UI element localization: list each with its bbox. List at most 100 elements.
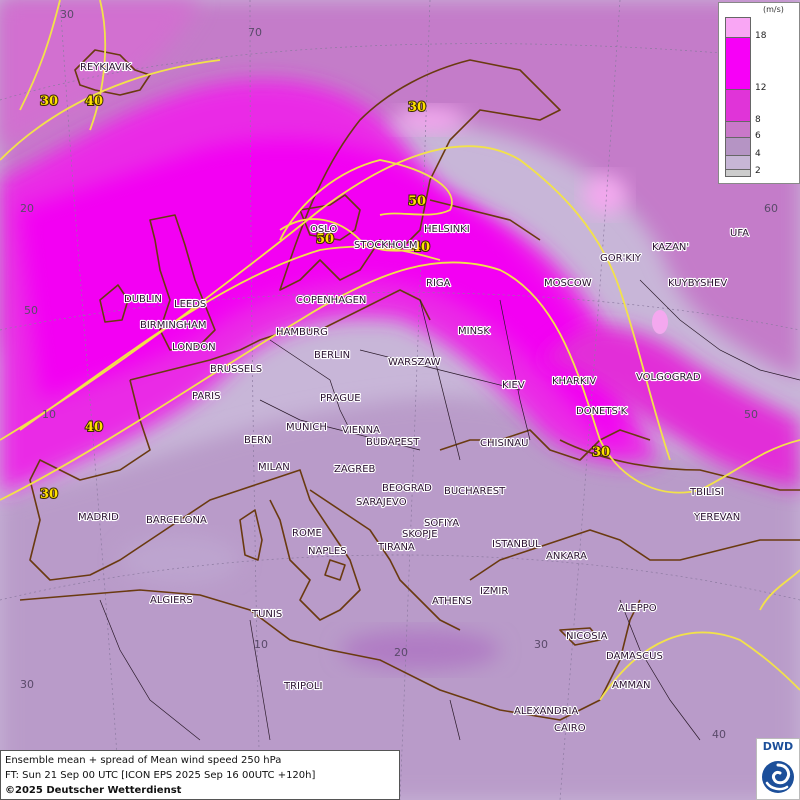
isotach-label: 50: [408, 194, 426, 209]
isotach-label: 40: [85, 94, 103, 109]
city-label: HELSINKI: [424, 224, 470, 235]
legend-tick: 8: [755, 115, 761, 125]
city-label: VOLGOGRAD: [636, 372, 701, 383]
grid-label: 50: [744, 408, 758, 421]
city-label: BERN: [244, 435, 272, 446]
city-label: HAMBURG: [276, 327, 328, 338]
city-label: DAMASCUS: [606, 651, 663, 662]
city-label: DUBLIN: [124, 294, 162, 305]
city-label: COPENHAGEN: [296, 295, 366, 306]
city-label: RIGA: [426, 278, 451, 289]
grid-label: 20: [394, 646, 408, 659]
isotach-label: 30: [408, 100, 426, 115]
grid-label: 50: [24, 304, 38, 317]
city-label: ROME: [292, 528, 322, 539]
isotach-label: 40: [85, 420, 103, 435]
city-label: KAZAN': [652, 242, 689, 253]
grid-label: 60: [764, 202, 778, 215]
coastlines: [19, 49, 800, 721]
grid-label: 30: [534, 638, 548, 651]
grid-label: 10: [254, 638, 268, 651]
color-legend: (m/s) 18 12 8 6 4 2: [718, 2, 800, 184]
city-label: MILAN: [258, 462, 290, 473]
isotach-label: 50: [316, 232, 334, 247]
city-label: OSLO: [310, 224, 337, 235]
city-label: BARCELONA: [146, 515, 207, 526]
city-label: LEEDS: [174, 299, 206, 310]
city-label: MUNICH: [286, 422, 327, 433]
dwd-logo-text: DWD: [762, 740, 794, 753]
city-label: VIENNA: [342, 425, 380, 436]
legend-swatch-8-12: [725, 89, 751, 123]
copyright: ©2025 Deutscher Wetterdienst: [5, 785, 182, 796]
legend-tick: 4: [755, 149, 761, 159]
city-labels: REYKJAVIK OSLO STOCKHOLM HELSINKI RIGA C…: [77, 61, 750, 735]
isotach-labels: 30 40 30 50 50 40 40 30 30: [39, 93, 611, 503]
city-label: YEREVAN: [693, 512, 740, 523]
grid-label: 30: [20, 678, 34, 691]
city-label: BIRMINGHAM: [140, 320, 207, 331]
grid-label: 20: [20, 202, 34, 215]
dwd-logo: DWD: [756, 738, 800, 800]
legend-unit: (m/s): [763, 5, 784, 14]
city-label: BUCHAREST: [444, 486, 506, 497]
isotach-label: 40: [412, 240, 430, 255]
legend-swatch-12-18: [725, 37, 751, 91]
city-label: ALGIERS: [150, 595, 193, 606]
city-label: MOSCOW: [544, 278, 592, 289]
city-label: ANKARA: [546, 551, 587, 562]
city-label: MADRID: [78, 512, 119, 523]
isotach-label: 30: [40, 94, 58, 109]
city-label: TRIPOLI: [283, 681, 322, 692]
legend-swatch-2: [725, 169, 751, 177]
city-label: KHARKIV: [552, 376, 596, 387]
city-label: TBILISI: [689, 487, 724, 498]
grid-label: 10: [42, 408, 56, 421]
city-label: BUDAPEST: [366, 437, 420, 448]
city-label: GOR'KIY: [600, 253, 642, 264]
info-box: Ensemble mean + spread of Mean wind spee…: [0, 750, 400, 800]
city-label: SOFIYA: [424, 518, 459, 529]
city-label: CAIRO: [554, 723, 586, 734]
grid-label: 30: [60, 8, 74, 21]
city-label: ZAGREB: [334, 464, 376, 475]
isotach-label: 30: [40, 487, 58, 502]
city-label: SKOPJE: [402, 529, 438, 540]
borders: [99, 279, 800, 741]
legend-tick: 12: [755, 83, 767, 93]
city-label: UFA: [730, 228, 749, 239]
legend-swatch-4-6: [725, 137, 751, 157]
city-label: NAPLES: [308, 546, 347, 557]
city-label: PRAGUE: [320, 393, 361, 404]
city-label: LONDON: [172, 342, 216, 353]
graticule-labels: 30 70 20 60 50 10 50 60 30 20 10 30 40: [20, 8, 778, 741]
city-label: BERLIN: [314, 350, 350, 361]
isotachs: [0, 0, 800, 701]
grid-label: 40: [712, 728, 726, 741]
city-label: ALEPPO: [618, 603, 657, 614]
legend-tick: 18: [755, 31, 767, 41]
city-label: KIEV: [502, 380, 525, 391]
city-label: ISTANBUL: [492, 539, 541, 550]
city-label: AMMAN: [612, 680, 650, 691]
city-label: NICOSIA: [566, 631, 608, 642]
product-title: Ensemble mean + spread of Mean wind spee…: [5, 755, 282, 766]
dwd-swirl-icon: [762, 761, 794, 793]
city-label: DONETS'K: [576, 406, 628, 417]
city-label: PARIS: [192, 391, 220, 402]
city-label: ATHENS: [432, 596, 472, 607]
isotach-label: 30: [592, 445, 610, 460]
legend-tick: 6: [755, 131, 761, 141]
city-label: KUYBYSHEV: [668, 278, 727, 289]
grid-label: 70: [248, 26, 262, 39]
city-label: MINSK: [458, 326, 490, 337]
city-label: ALEXANDRIA: [514, 706, 579, 717]
city-label: STOCKHOLM: [354, 240, 417, 251]
legend-swatch-18: [725, 17, 751, 39]
city-label: CHISINAU: [480, 438, 528, 449]
city-label: SARAJEVO: [356, 497, 407, 508]
city-label: IZMIR: [480, 586, 508, 597]
